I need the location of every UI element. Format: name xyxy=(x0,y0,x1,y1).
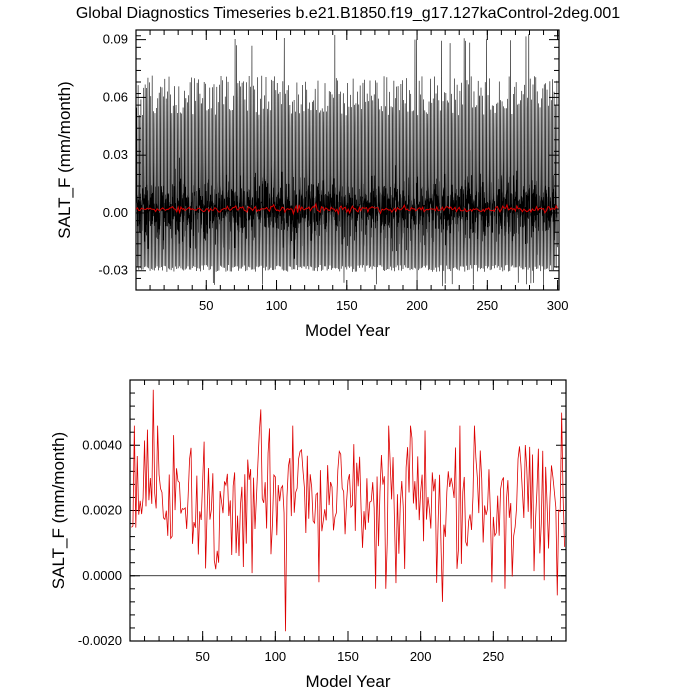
y-tick-label: 0.0000 xyxy=(82,568,122,583)
x-tick-label: 200 xyxy=(406,298,428,313)
y-tick-label: 0.00 xyxy=(103,205,128,220)
y-tick-label: 0.06 xyxy=(103,89,128,104)
y-tick-label: -0.03 xyxy=(98,263,128,278)
x-axis-title: Model Year xyxy=(305,672,390,691)
annual-mean-series-line xyxy=(131,389,565,632)
bottom-chart: 50 100 150 200 250 -0.0020 0.0000 0.0020 0.0040 M… xyxy=(49,379,567,691)
y-axis-title: SALT_F (mm/month) xyxy=(55,81,74,238)
y-tick-label: -0.0020 xyxy=(78,633,122,648)
x-tick-label: 300 xyxy=(547,298,569,313)
chart-title: Global Diagnostics Timeseries b.e21.B185… xyxy=(76,5,620,22)
x-axis-title: Model Year xyxy=(305,321,390,340)
x-tick-label: 100 xyxy=(266,298,288,313)
x-tick-label: 150 xyxy=(337,649,359,664)
x-tick-label: 50 xyxy=(199,298,213,313)
plot-frame xyxy=(129,379,567,642)
y-tick-label: 0.03 xyxy=(103,147,128,162)
monthly-series-line xyxy=(136,34,558,287)
x-tick-label: 200 xyxy=(410,649,432,664)
x-tick-label: 100 xyxy=(264,649,286,664)
x-tick-label: 250 xyxy=(476,298,498,313)
annual-mean-series-line xyxy=(136,202,559,216)
y-tick-label: 0.0020 xyxy=(82,503,122,518)
x-tick-label: 50 xyxy=(195,649,209,664)
y-tick-label: 0.0040 xyxy=(82,437,122,452)
y-tick-label: 0.09 xyxy=(103,32,128,47)
y-axis-title: SALT_F (mm/month) xyxy=(49,432,68,589)
top-chart: 50 100 150 200 250 300 -0.03 0.00 0.03 0.06 0.09 Mo… xyxy=(55,29,569,340)
x-tick-label: 250 xyxy=(482,649,504,664)
plot-frame xyxy=(135,29,560,291)
x-tick-label: 150 xyxy=(336,298,358,313)
